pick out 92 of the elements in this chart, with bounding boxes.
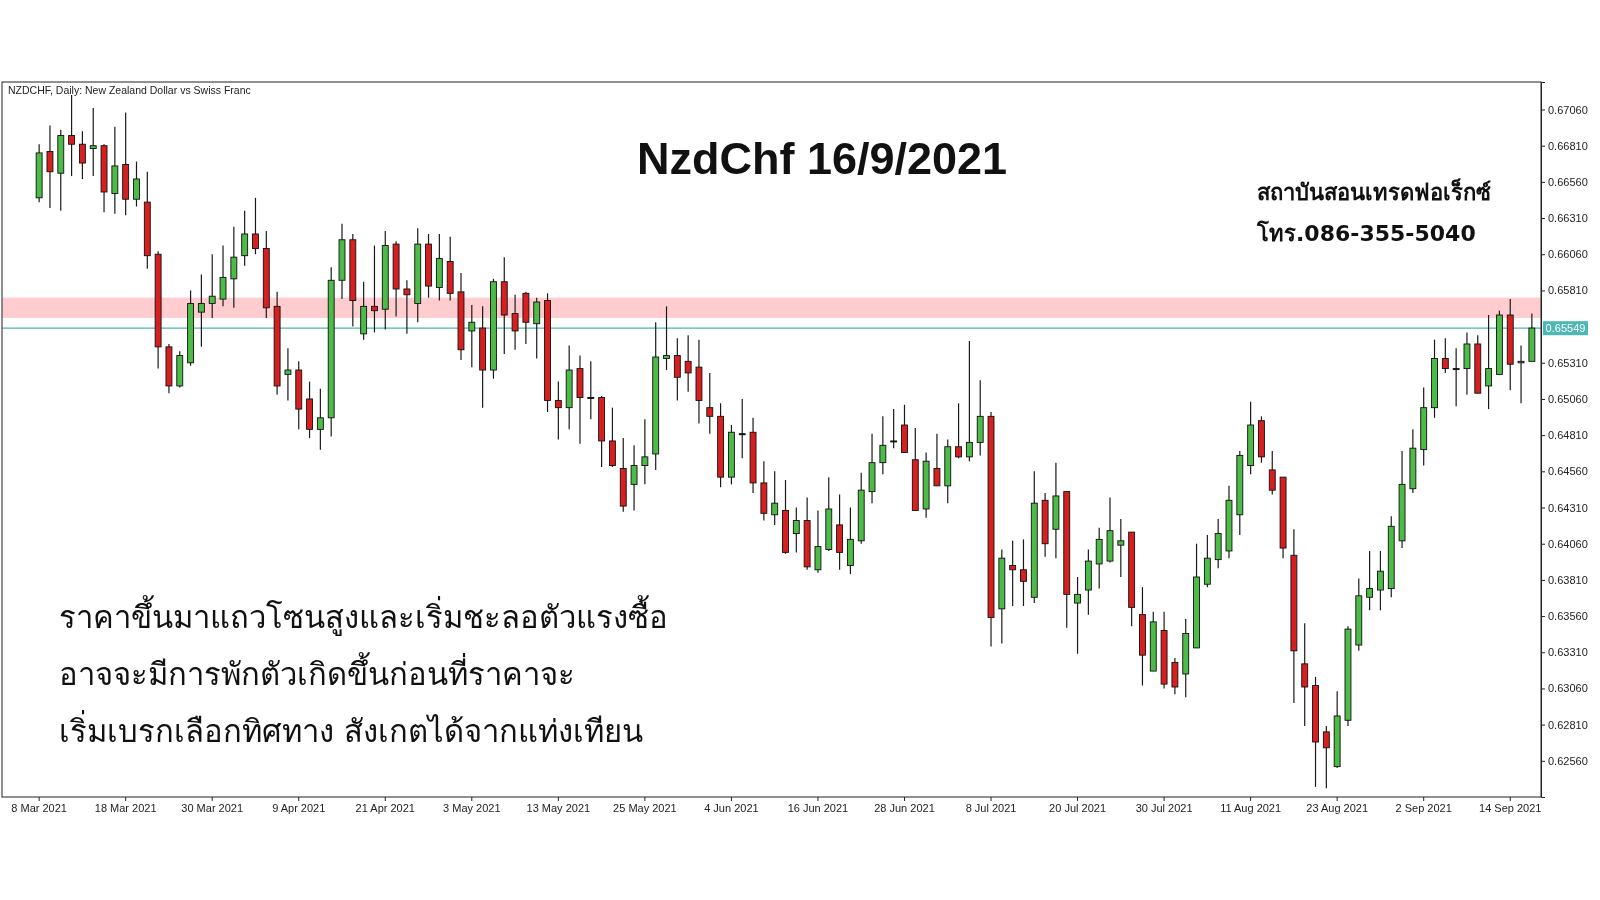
y-tick-label: 0.64310 (1548, 501, 1588, 514)
candlestick (1301, 622, 1309, 727)
candlestick (1366, 550, 1374, 611)
candlestick (230, 226, 238, 309)
candlestick (1322, 725, 1330, 789)
candlestick (68, 94, 76, 177)
x-tick-label: 8 Mar 2021 (11, 801, 67, 814)
candlestick (933, 433, 941, 487)
candlestick (684, 334, 692, 393)
candlestick (511, 294, 519, 351)
x-tick-label: 8 Jul 2021 (965, 801, 1017, 814)
ref-line-label: 0.65549 (1545, 322, 1586, 335)
y-tick-label: 0.66810 (1548, 139, 1588, 152)
candlestick (587, 360, 595, 420)
candlestick (965, 340, 973, 462)
chart-subtitle: NZDCHF, Daily: New Zealand Dollar vs Swiss Franc (8, 84, 251, 96)
x-tick-label: 20 Jul 2021 (1049, 801, 1106, 814)
candlestick (316, 388, 324, 451)
x-tick-label: 9 Apr 2021 (272, 801, 326, 814)
candlestick (208, 253, 216, 319)
candlestick (890, 408, 898, 449)
y-tick-label: 0.66310 (1548, 212, 1588, 225)
y-tick-label: 0.63810 (1548, 573, 1588, 586)
y-tick-label: 0.65310 (1548, 356, 1588, 369)
annotation: ราคาขึ้นมาแถวโซนสูงและเริ่มชะลอตัวแรงซื้อ (59, 595, 668, 636)
x-tick-label: 11 Aug 2021 (1220, 801, 1282, 814)
candlestick (284, 347, 292, 402)
candlestick (78, 130, 86, 180)
annotation: สถาบันสอนเทรดฟอเร็กซ์ (1257, 178, 1491, 205)
x-tick-label: 21 Apr 2021 (355, 801, 415, 814)
candlestick (1268, 450, 1276, 496)
x-tick-label: 2 Sep 2021 (1395, 801, 1452, 814)
candlestick (197, 273, 205, 348)
x-tick-label: 14 Sep 2021 (1479, 801, 1542, 814)
y-tick-label: 0.62560 (1548, 754, 1588, 767)
y-tick-label: 0.64810 (1548, 429, 1588, 442)
y-tick-label: 0.64060 (1548, 537, 1588, 550)
y-tick-label: 0.67060 (1548, 103, 1588, 116)
x-tick-label: 3 May 2021 (443, 801, 501, 814)
annotation: อาจจะมีการพักตัวเกิดขึ้นก่อนที่ราคาจะ (59, 652, 575, 692)
candlestick (241, 210, 249, 267)
text: NzdChf 16/9/2021 (636, 133, 1008, 184)
x-tick-label: 28 Jun 2021 (874, 801, 935, 814)
x-tick-label: 18 Mar 2021 (94, 801, 157, 814)
y-tick-label: 0.63310 (1548, 646, 1588, 659)
x-tick-label: 23 Aug 2021 (1306, 801, 1369, 814)
candlestick (468, 304, 476, 368)
candlestick (1441, 337, 1449, 374)
candlestick (403, 279, 411, 335)
candlestick (663, 305, 670, 371)
annotation: เริ่มเบรกเลือกทิศทาง สังเกตได้จากแท่งเทียน (59, 710, 643, 749)
y-tick-label: 0.66560 (1548, 175, 1588, 188)
candlestick (630, 444, 638, 512)
candlestick (133, 161, 140, 208)
candlestick (1009, 540, 1017, 607)
candlestick (1485, 314, 1493, 410)
y-tick-label: 0.65060 (1548, 392, 1588, 405)
candlestick (533, 297, 541, 360)
y-tick-label: 0.63560 (1548, 610, 1588, 623)
candlestick (252, 197, 259, 255)
candlestick (792, 506, 800, 553)
y-tick-label: 0.64560 (1548, 465, 1588, 478)
candlestick (554, 381, 562, 441)
candlestick (1377, 550, 1384, 611)
candlestick (641, 418, 649, 485)
candlestick (46, 124, 54, 209)
x-tick-label: 30 Jul 2021 (1135, 801, 1193, 814)
candlestick (771, 470, 779, 526)
annotation: โทร.086-355-5040 (1256, 220, 1476, 246)
x-tick-label: 25 May 2021 (613, 801, 677, 814)
candlestick (706, 372, 714, 435)
candlestick (1074, 576, 1081, 655)
y-tick-label: 0.66060 (1548, 248, 1588, 261)
candlestick (814, 509, 822, 574)
candlestick (1117, 518, 1125, 578)
x-tick-label: 4 Jun 2021 (704, 801, 759, 814)
y-tick-label: 0.62810 (1548, 718, 1588, 731)
x-tick-label: 30 Mar 2021 (181, 801, 244, 814)
candlestick (371, 244, 378, 333)
candlestick (1452, 347, 1460, 407)
candlestick (219, 244, 227, 307)
candlestick (955, 402, 962, 459)
x-tick-label: 16 Jun 2021 (787, 801, 849, 814)
x-tick-label: 13 May 2021 (526, 801, 591, 814)
candlestick (738, 398, 746, 459)
candlestick (879, 415, 887, 475)
candlestick (89, 107, 97, 177)
candlestick (673, 337, 681, 402)
candlestick (1517, 344, 1525, 404)
candlestick (1020, 538, 1027, 607)
y-tick-label: 0.63060 (1548, 682, 1588, 695)
y-tick-label: 0.65810 (1548, 284, 1588, 297)
